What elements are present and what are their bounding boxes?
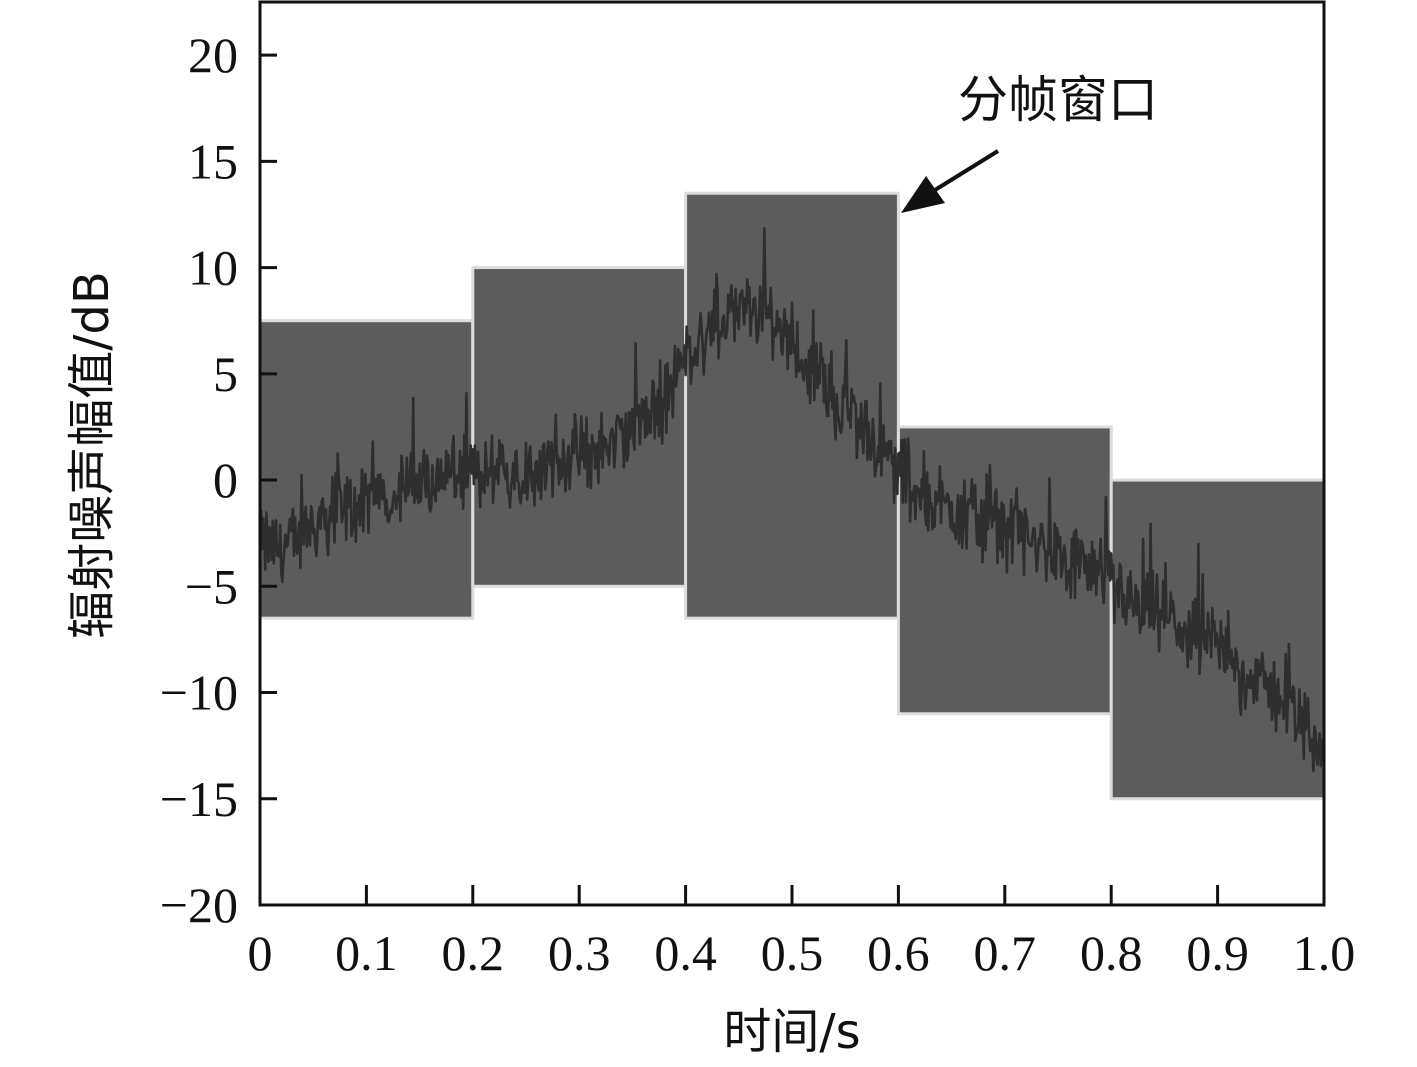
y-axis-title: 辐射噪声幅值/dB [64, 271, 120, 639]
y-tick-label: 10 [188, 240, 238, 296]
x-tick-label: 0.1 [335, 925, 398, 981]
y-tick-label: −10 [160, 665, 238, 721]
x-tick-label: 0.9 [1186, 925, 1249, 981]
signal-line [258, 226, 1326, 773]
x-tick-label: 0.6 [867, 925, 930, 981]
x-tick-label: 0 [248, 925, 273, 981]
x-tick-label: 0.2 [442, 925, 505, 981]
y-ticks: 20 15 10 5 0 −5 −10 −15 −20 [160, 27, 277, 933]
x-tick-label: 0.5 [761, 925, 824, 981]
x-tick-label: 0.8 [1080, 925, 1143, 981]
x-tick-label: 0.7 [974, 925, 1037, 981]
y-tick-label: 15 [188, 133, 238, 189]
frame-window [684, 191, 900, 620]
y-tick-label: −15 [160, 771, 238, 827]
annotation-label: 分帧窗口 [958, 71, 1158, 129]
x-axis-title: 时间/s [723, 1004, 860, 1060]
y-tick-label: 20 [188, 27, 238, 83]
y-tick-label: 0 [213, 452, 238, 508]
y-tick-label: −20 [160, 877, 238, 933]
y-tick-label: 5 [213, 346, 238, 402]
y-tick-label: −5 [185, 558, 238, 614]
annotation-arrow-head [901, 176, 945, 213]
x-tick-label: 1.0 [1293, 925, 1356, 981]
window-layer [258, 191, 1326, 801]
x-tick-label: 0.4 [654, 925, 717, 981]
x-tick-label: 0.3 [548, 925, 611, 981]
annotation: 分帧窗口 [901, 71, 1158, 213]
annotation-arrow-shaft [933, 149, 1000, 192]
signal-layer [258, 226, 1326, 773]
x-ticks: 0 0.1 0.2 0.3 0.4 0.5 0.6 0.7 0.8 0.9 1.0 [248, 885, 1356, 981]
